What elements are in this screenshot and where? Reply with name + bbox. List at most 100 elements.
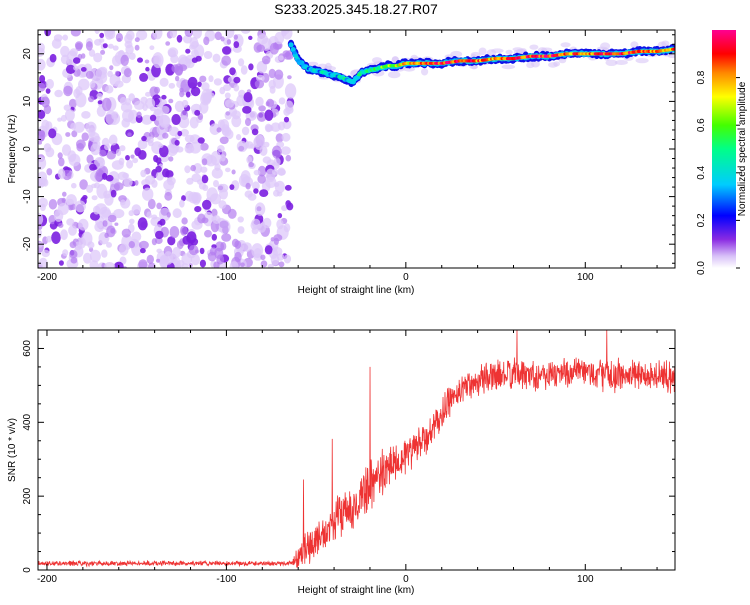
noise-speckle — [219, 136, 229, 145]
noise-speckle — [141, 114, 153, 125]
noise-speckle — [152, 30, 163, 40]
noise-speckle — [160, 105, 170, 115]
noise-speckle — [89, 80, 96, 89]
noise-speckle — [272, 247, 283, 256]
noise-speckle — [267, 263, 274, 268]
ridge-core — [672, 47, 675, 51]
noise-speckle — [134, 44, 140, 51]
noise-speckle — [233, 34, 238, 40]
noise-speckle — [78, 218, 89, 231]
noise-speckle — [38, 82, 46, 92]
noise-speckle — [104, 232, 109, 238]
colorbar-tick-label: 0.4 — [696, 165, 707, 179]
noise-speckle — [262, 156, 272, 164]
noise-speckle — [186, 147, 193, 153]
noise-speckle — [184, 134, 195, 143]
noise-speckle — [38, 47, 45, 57]
noise-speckle — [63, 104, 71, 111]
snr-ticks: -200 -100 0 100 0 200 400 600 — [22, 329, 675, 585]
noise-speckle — [73, 65, 79, 71]
ridge-halo — [324, 62, 332, 71]
noise-speckle — [112, 45, 119, 51]
noise-speckle — [65, 64, 76, 74]
noise-speckle — [269, 42, 279, 55]
noise-speckle — [281, 132, 291, 142]
noise-speckle — [119, 145, 126, 152]
noise-speckle — [179, 90, 185, 98]
noise-speckle — [184, 30, 193, 37]
noise-speckle — [246, 156, 253, 164]
noise-speckle — [199, 247, 205, 255]
noise-speckle — [95, 203, 107, 215]
noise-speckle — [168, 156, 174, 162]
ridge-halo — [307, 61, 319, 67]
noise-speckle — [221, 126, 232, 137]
noise-speckle — [199, 75, 207, 83]
noise-speckle — [103, 190, 111, 199]
noise-speckle — [195, 55, 202, 62]
noise-speckle — [213, 78, 222, 86]
noise-speckle — [93, 52, 103, 63]
noise-speckle — [194, 109, 201, 116]
noise-speckle — [89, 163, 97, 171]
noise-speckle — [256, 60, 268, 74]
noise-speckle — [154, 109, 161, 116]
noise-speckle — [58, 157, 65, 167]
noise-speckle — [96, 222, 104, 229]
noise-speckle — [162, 168, 170, 178]
noise-speckle — [225, 99, 235, 108]
noise-speckle — [158, 114, 171, 128]
noise-speckle — [129, 218, 135, 225]
noise-speckle — [169, 30, 178, 38]
noise-speckle — [139, 72, 149, 82]
noise-speckle — [141, 179, 151, 187]
noise-speckle — [136, 30, 148, 41]
noise-speckle — [194, 206, 202, 213]
noise-speckle — [44, 30, 52, 37]
noise-speckle — [225, 167, 231, 173]
noise-speckle — [71, 182, 77, 189]
noise-speckle — [245, 117, 251, 127]
noise-speckle — [125, 155, 130, 161]
noise-speckle — [99, 32, 105, 39]
snr-ylabel: SNR (10 * v/v) — [7, 418, 18, 482]
noise-speckle — [148, 262, 156, 268]
ridge-halo — [548, 62, 558, 68]
spectrogram-xtick-label: 100 — [577, 272, 594, 283]
noise-speckle — [145, 66, 150, 72]
noise-speckle — [124, 40, 133, 49]
noise-speckle — [65, 132, 71, 137]
noise-speckle — [224, 111, 232, 120]
spectrogram-xlabel: Height of straight line (km) — [298, 285, 415, 296]
noise-speckle — [107, 70, 113, 78]
noise-speckle — [181, 99, 189, 108]
spectrogram-ytick-label: 20 — [22, 48, 33, 60]
noise-speckle — [176, 34, 183, 43]
noise-speckle — [140, 169, 147, 178]
noise-speckle — [92, 139, 101, 151]
ridge-halo — [630, 41, 639, 49]
noise-speckle — [133, 100, 145, 111]
noise-speckle — [102, 220, 108, 227]
noise-speckle — [221, 233, 232, 242]
noise-speckle — [168, 49, 177, 58]
noise-speckle — [145, 91, 151, 97]
noise-speckle — [104, 30, 114, 40]
noise-speckle — [113, 208, 125, 219]
noise-speckle — [191, 192, 201, 205]
noise-speckle — [264, 109, 274, 121]
noise-speckle — [245, 182, 251, 190]
noise-speckle — [209, 123, 220, 135]
noise-speckle — [203, 36, 210, 46]
ridge-halo — [661, 40, 670, 47]
noise-speckle — [262, 217, 272, 229]
noise-speckle — [80, 70, 88, 78]
noise-speckle — [280, 30, 290, 35]
spectrogram-ytick-label: -20 — [22, 237, 33, 252]
noise-speckle — [249, 111, 258, 119]
noise-speckle — [211, 208, 218, 217]
noise-speckle — [137, 139, 148, 150]
noise-speckle — [38, 58, 46, 71]
